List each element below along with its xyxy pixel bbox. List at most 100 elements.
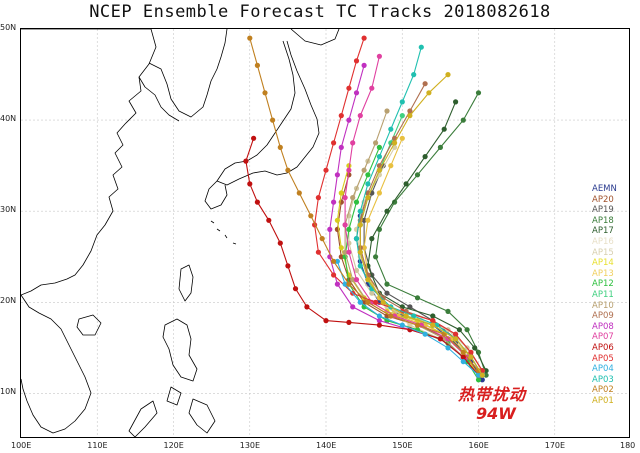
- track-point: [430, 313, 436, 319]
- track-point: [445, 72, 451, 78]
- storm-label-id: 94W: [476, 404, 516, 423]
- lat-label: 50N: [0, 23, 17, 32]
- track-point: [346, 117, 352, 123]
- track-point: [357, 249, 363, 255]
- track-point: [251, 135, 257, 141]
- legend: AEMN AP20 AP19 AP18 AP17 AP16 AP15 AP14 AP13 AP12…: [592, 184, 630, 406]
- track-point: [365, 217, 371, 223]
- lon-label: 130E: [239, 441, 261, 450]
- track-point: [353, 199, 360, 205]
- track-point: [483, 368, 489, 374]
- track-point: [407, 322, 413, 328]
- track-point: [331, 140, 337, 146]
- track-point: [376, 190, 382, 196]
- track-point: [483, 372, 489, 378]
- track-point: [373, 254, 379, 260]
- track-line: [344, 147, 479, 381]
- track-point: [334, 258, 340, 264]
- legend-item-ap14: AP14: [592, 258, 614, 269]
- coastline-honshu: [216, 40, 320, 186]
- track-point: [353, 90, 360, 96]
- track-point: [308, 213, 314, 219]
- track-point: [437, 144, 443, 150]
- track-point: [254, 62, 260, 68]
- track-point: [407, 304, 413, 310]
- legend-item-ap12: AP12: [592, 279, 614, 290]
- track-point: [365, 181, 371, 187]
- track-point: [445, 308, 451, 314]
- track-point: [323, 318, 329, 324]
- track-point: [479, 368, 485, 374]
- track-point: [468, 354, 474, 360]
- track-point: [403, 313, 409, 319]
- track-point: [453, 99, 459, 105]
- track-point: [479, 372, 485, 378]
- track-point: [353, 277, 360, 283]
- track-point: [247, 181, 253, 187]
- track-point: [384, 281, 390, 287]
- track-point: [445, 336, 451, 342]
- track-point: [407, 108, 413, 114]
- track-point: [407, 113, 413, 119]
- lon-label: 120E: [163, 441, 184, 450]
- track-point: [399, 135, 405, 141]
- legend-item-ap07: AP07: [592, 332, 614, 343]
- track-point: [468, 349, 474, 355]
- track-point: [376, 53, 382, 59]
- map-frame[interactable]: [20, 28, 630, 438]
- track-point: [350, 195, 356, 201]
- track-point: [334, 172, 340, 178]
- legend-item-ap06: AP06: [592, 342, 614, 353]
- legend-item-ap09: AP09: [592, 311, 614, 322]
- track-point: [365, 299, 371, 305]
- track-point: [422, 331, 428, 337]
- track-point: [350, 277, 356, 283]
- track-ap10: [342, 108, 482, 378]
- track-point: [361, 245, 367, 251]
- track-point: [342, 281, 348, 287]
- track-point: [338, 144, 344, 150]
- track-point: [430, 318, 436, 324]
- track-point: [399, 322, 405, 328]
- track-point: [392, 199, 398, 205]
- track-point: [304, 304, 310, 310]
- legend-item-ap03: AP03: [592, 374, 614, 385]
- track-point: [373, 299, 379, 305]
- track-point: [353, 236, 360, 242]
- track-point: [399, 99, 405, 105]
- lon-label: 150E: [392, 441, 413, 450]
- legend-item-ap11: AP11: [592, 289, 614, 300]
- coastline-kyushu: [204, 180, 228, 210]
- map-canvas[interactable]: [21, 29, 630, 438]
- track-point: [346, 281, 352, 287]
- track-point: [384, 208, 390, 214]
- track-point: [384, 108, 390, 114]
- coastline-korea: [148, 29, 228, 118]
- lat-label: 40N: [0, 114, 17, 124]
- track-point: [456, 327, 462, 333]
- lon-label: 180: [620, 441, 636, 450]
- track-ap04: [334, 258, 482, 378]
- track-point: [426, 90, 432, 96]
- track-point: [445, 345, 451, 351]
- coastline-yellow-sea: [138, 76, 180, 122]
- track-point: [338, 113, 344, 119]
- lat-label: 10N: [0, 387, 17, 397]
- lon-label: 170E: [544, 441, 566, 450]
- track-point: [380, 299, 386, 305]
- track-point: [361, 62, 367, 68]
- legend-item-ap18: AP18: [592, 215, 614, 226]
- track-point: [323, 167, 329, 173]
- lon-label: 140E: [316, 441, 337, 450]
- coastline-hainan: [76, 314, 102, 336]
- track-point: [369, 290, 375, 296]
- legend-item-ap02: AP02: [592, 385, 614, 396]
- track-point: [338, 245, 344, 251]
- track-point: [262, 90, 268, 96]
- track-point: [376, 144, 382, 150]
- track-point: [414, 172, 421, 178]
- chart-title: NCEP Ensemble Forecast TC Tracks 2018082…: [89, 2, 551, 22]
- lon-label: 160E: [468, 441, 489, 450]
- track-point: [376, 313, 382, 319]
- lat-label: 30N: [0, 205, 17, 215]
